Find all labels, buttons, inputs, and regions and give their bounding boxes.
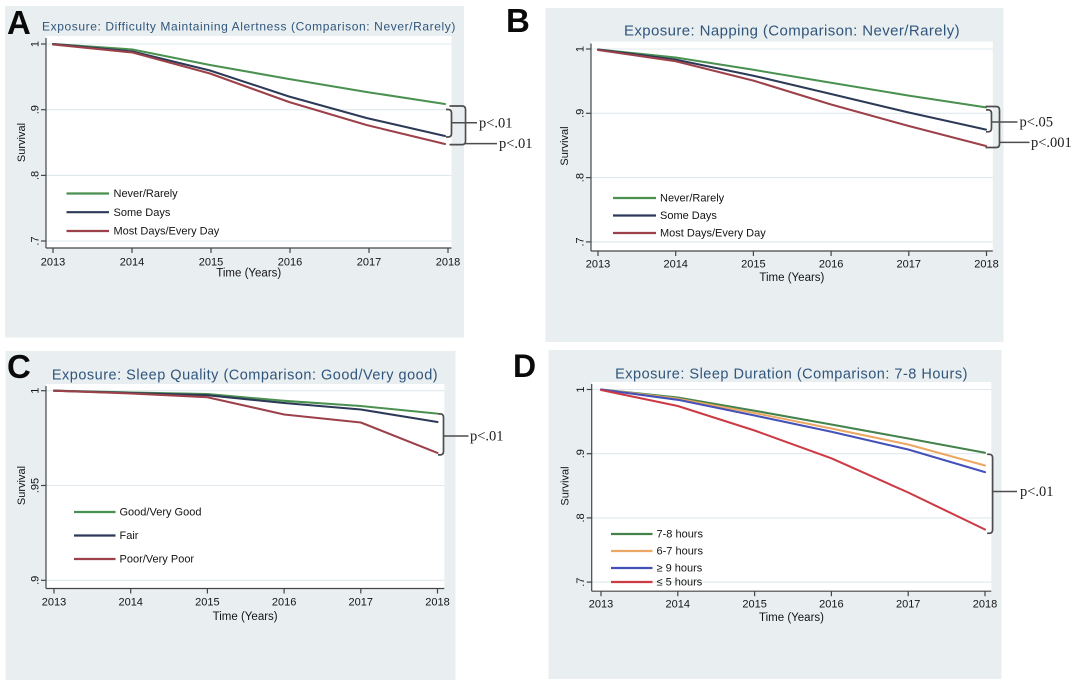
svg-text:Time (Years): Time (Years) (216, 268, 281, 280)
svg-text:Survival: Survival (16, 466, 28, 505)
svg-text:Never/Rarely: Never/Rarely (660, 193, 725, 205)
svg-text:2015: 2015 (741, 258, 765, 270)
svg-text:p<.05: p<.05 (1020, 114, 1054, 130)
svg-text:2015: 2015 (195, 597, 219, 609)
svg-text:7-8 hours: 7-8 hours (657, 529, 704, 541)
svg-text:.9: .9 (30, 105, 42, 114)
svg-text:2018: 2018 (436, 257, 460, 269)
svg-text:1: 1 (30, 388, 42, 394)
svg-text:2018: 2018 (974, 258, 998, 270)
svg-text:Exposure: Sleep Quality (Compa: Exposure: Sleep Quality (Comparison: Goo… (52, 368, 438, 384)
svg-text:2013: 2013 (589, 599, 613, 611)
svg-text:≤ 5 hours: ≤ 5 hours (657, 577, 703, 589)
svg-text:2016: 2016 (819, 599, 843, 611)
svg-text:2014: 2014 (118, 597, 142, 609)
svg-text:.7: .7 (575, 578, 587, 587)
svg-text:B: B (506, 2, 530, 39)
svg-text:p<.01: p<.01 (499, 136, 533, 152)
svg-text:2017: 2017 (896, 599, 920, 611)
svg-text:.8: .8 (575, 173, 587, 182)
svg-text:2013: 2013 (586, 258, 610, 270)
svg-text:Most Days/Every Day: Most Days/Every Day (114, 226, 220, 238)
svg-text:.7: .7 (575, 237, 587, 246)
svg-text:1: 1 (575, 386, 587, 392)
svg-text:Poor/Very Poor: Poor/Very Poor (120, 554, 195, 566)
svg-text:Time (Years): Time (Years) (759, 272, 824, 284)
svg-text:2013: 2013 (41, 257, 65, 269)
svg-text:p<.01: p<.01 (479, 115, 513, 131)
svg-text:Survival: Survival (16, 123, 28, 162)
svg-text:Never/Rarely: Never/Rarely (114, 188, 179, 200)
svg-text:Good/Very Good: Good/Very Good (120, 507, 202, 519)
svg-text:≥ 9 hours: ≥ 9 hours (657, 563, 703, 575)
svg-text:Survival: Survival (560, 466, 572, 505)
svg-text:6-7 hours: 6-7 hours (657, 546, 704, 558)
svg-text:Most Days/Every Day: Most Days/Every Day (660, 228, 766, 240)
svg-text:Time (Years): Time (Years) (759, 612, 824, 624)
svg-text:2015: 2015 (742, 599, 766, 611)
svg-text:1: 1 (30, 41, 42, 47)
svg-text:.9: .9 (575, 449, 587, 458)
svg-text:2017: 2017 (897, 258, 921, 270)
svg-text:p<.01: p<.01 (470, 428, 504, 444)
svg-text:.8: .8 (575, 513, 587, 522)
svg-text:A: A (7, 4, 31, 41)
svg-text:Exposure: Difficulty Maintaini: Exposure: Difficulty Maintaining Alertne… (42, 20, 456, 34)
svg-text:2014: 2014 (120, 257, 144, 269)
svg-text:2016: 2016 (819, 258, 843, 270)
svg-text:1: 1 (575, 46, 587, 52)
svg-text:Survival: Survival (559, 126, 571, 165)
svg-text:p<.001: p<.001 (1031, 135, 1072, 151)
svg-text:Fair: Fair (120, 530, 139, 542)
svg-text:.8: .8 (30, 171, 42, 180)
svg-text:2016: 2016 (272, 597, 296, 609)
svg-text:.7: .7 (30, 236, 42, 245)
svg-text:D: D (513, 348, 536, 384)
svg-text:2015: 2015 (199, 257, 223, 269)
svg-text:.9: .9 (30, 576, 42, 585)
svg-text:p<.01: p<.01 (1020, 484, 1054, 500)
svg-text:Some Days: Some Days (660, 210, 717, 222)
svg-text:2014: 2014 (663, 258, 687, 270)
svg-text:.9: .9 (575, 109, 587, 118)
svg-text:2017: 2017 (349, 597, 373, 609)
svg-text:2018: 2018 (973, 599, 997, 611)
svg-text:2013: 2013 (42, 597, 66, 609)
svg-text:Some Days: Some Days (114, 207, 171, 219)
svg-text:2016: 2016 (278, 257, 302, 269)
svg-text:2014: 2014 (666, 599, 690, 611)
svg-text:Exposure: Sleep Duration (Comp: Exposure: Sleep Duration (Comparison: 7-… (615, 367, 968, 383)
svg-text:Time (Years): Time (Years) (213, 611, 278, 623)
svg-text:Exposure: Napping (Comparison:: Exposure: Napping (Comparison: Never/Rar… (624, 23, 960, 40)
svg-text:.95: .95 (30, 478, 42, 493)
svg-text:2017: 2017 (357, 257, 381, 269)
svg-text:C: C (7, 348, 31, 385)
svg-text:2018: 2018 (425, 597, 449, 609)
